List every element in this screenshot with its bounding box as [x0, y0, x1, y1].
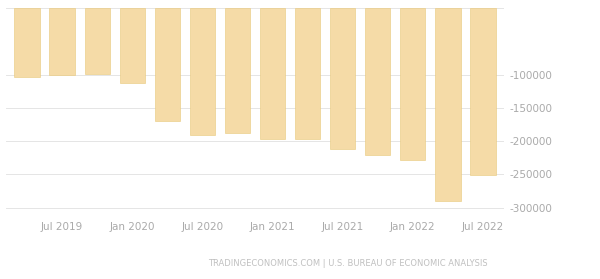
Bar — [295, 8, 320, 139]
Bar — [85, 8, 110, 74]
Bar — [400, 8, 425, 160]
Bar — [49, 8, 75, 75]
Bar — [190, 8, 215, 134]
Bar — [260, 8, 285, 139]
Bar — [435, 8, 461, 201]
Text: TRADINGECONOMICS.COM | U.S. BUREAU OF ECONOMIC ANALYSIS: TRADINGECONOMICS.COM | U.S. BUREAU OF EC… — [208, 259, 488, 268]
Bar — [14, 8, 40, 78]
Bar — [365, 8, 391, 155]
Bar — [119, 8, 145, 83]
Bar — [155, 8, 180, 121]
Bar — [225, 8, 250, 133]
Bar — [330, 8, 355, 148]
Bar — [470, 8, 496, 175]
